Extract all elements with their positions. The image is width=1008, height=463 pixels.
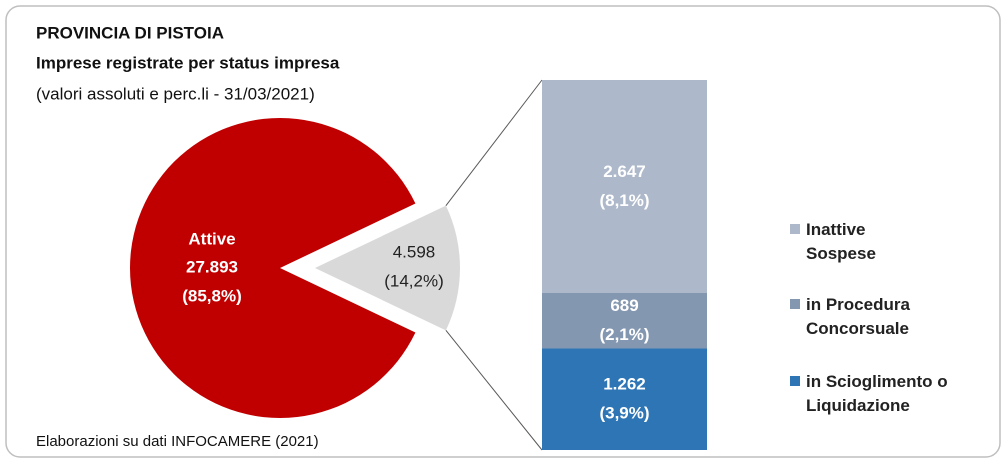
legend-entry: in Scioglimento o Liquidazione xyxy=(790,370,980,418)
data-label: (2,1%) xyxy=(599,325,649,344)
data-label: 2.647 xyxy=(603,162,646,181)
data-label: (8,1%) xyxy=(599,191,649,210)
chart-title: PROVINCIA DI PISTOIA xyxy=(36,23,224,42)
bar-segment xyxy=(542,80,707,294)
data-label: 689 xyxy=(610,296,638,315)
data-label: 4.598 xyxy=(393,242,436,261)
legend-entry: in Procedura Concorsuale xyxy=(790,293,980,341)
chart-note: (valori assoluti e perc.li - 31/03/2021) xyxy=(36,84,315,103)
data-label: 27.893 xyxy=(186,257,238,276)
data-label: (3,9%) xyxy=(599,404,649,423)
legend-swatch xyxy=(790,299,800,309)
legend-swatch xyxy=(790,376,800,386)
legend-swatch xyxy=(790,224,800,234)
legend-entry: Inattive Sospese xyxy=(790,218,980,266)
pie-slice xyxy=(130,118,416,419)
chart-subtitle: Imprese registrate per status impresa xyxy=(36,53,340,72)
legend-label: in Procedura Concorsuale xyxy=(806,295,910,338)
data-label: Attive xyxy=(188,229,235,248)
legend-label: Inattive Sospese xyxy=(806,220,876,263)
pie-slice xyxy=(315,205,460,331)
data-label: 1.262 xyxy=(603,375,646,394)
chart-source: Elaborazioni su dati INFOCAMERE (2021) xyxy=(36,433,319,450)
bar-segment xyxy=(542,348,707,450)
connector xyxy=(445,79,543,206)
connector xyxy=(445,330,543,451)
data-label: (85,8%) xyxy=(182,286,242,305)
legend-label: in Scioglimento o Liquidazione xyxy=(806,372,948,415)
bar-segment xyxy=(542,293,707,349)
data-label: (14,2%) xyxy=(384,271,444,290)
